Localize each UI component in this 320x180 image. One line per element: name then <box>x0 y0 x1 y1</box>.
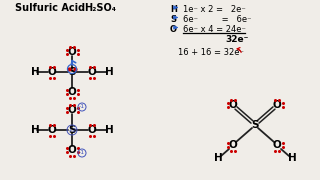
Text: O: O <box>228 100 237 110</box>
Text: 32e⁻: 32e⁻ <box>225 35 248 44</box>
Text: H: H <box>105 125 113 135</box>
Text: S: S <box>170 15 176 24</box>
Text: O: O <box>273 140 281 150</box>
Text: H₂SO₄: H₂SO₄ <box>84 3 116 13</box>
Text: O: O <box>68 145 76 155</box>
Text: O: O <box>68 105 76 115</box>
Text: S: S <box>68 125 76 135</box>
Text: -1: -1 <box>79 150 85 156</box>
Text: 1e⁻ x 2 =   2e⁻: 1e⁻ x 2 = 2e⁻ <box>183 5 246 14</box>
Text: O: O <box>228 140 237 150</box>
Text: O: O <box>88 67 96 77</box>
Text: O: O <box>68 87 76 97</box>
Text: O: O <box>170 25 177 34</box>
Text: -1: -1 <box>79 105 85 109</box>
Text: S: S <box>251 120 259 130</box>
Text: H: H <box>288 153 296 163</box>
Text: H: H <box>31 67 39 77</box>
Text: Sulfuric Acid: Sulfuric Acid <box>15 3 85 13</box>
Text: +2: +2 <box>68 127 76 132</box>
Text: H: H <box>31 125 39 135</box>
Text: H: H <box>105 67 113 77</box>
Text: 16 + 16 = 32e⁻: 16 + 16 = 32e⁻ <box>178 48 244 57</box>
Text: S: S <box>68 67 76 77</box>
Text: O: O <box>273 100 281 110</box>
Text: O: O <box>68 47 76 57</box>
Text: O: O <box>48 67 56 77</box>
Text: 6e⁻         =   6e⁻: 6e⁻ = 6e⁻ <box>183 15 252 24</box>
Text: O: O <box>48 125 56 135</box>
Text: O: O <box>88 125 96 135</box>
Text: H: H <box>214 153 222 163</box>
Text: 6e⁻ x 4 = 24e⁻: 6e⁻ x 4 = 24e⁻ <box>183 25 246 34</box>
Text: H: H <box>170 5 177 14</box>
